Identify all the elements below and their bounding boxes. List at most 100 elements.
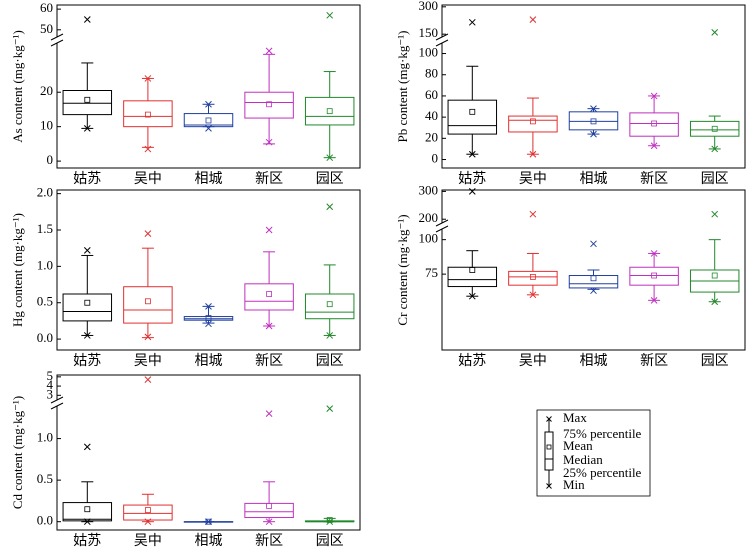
extreme-marker [265, 410, 273, 418]
extreme-marker [144, 518, 152, 526]
extreme-marker [144, 230, 152, 237]
extreme-stroke [83, 443, 91, 451]
extreme-stroke [529, 210, 537, 218]
y-tick-label: 20 [425, 129, 438, 144]
box [568, 111, 619, 131]
box [629, 266, 679, 286]
extreme-marker [650, 250, 658, 257]
extreme-marker [265, 47, 273, 55]
box [123, 286, 173, 324]
extreme-stroke [468, 18, 476, 26]
y-tick-label: 50 [40, 21, 53, 36]
x-tick-label: 姑苏 [458, 171, 486, 187]
extreme-marker [326, 154, 334, 162]
y-tick-label: 0.0 [37, 330, 53, 345]
mean-marker [590, 275, 597, 282]
mean-marker [590, 118, 597, 125]
y-tick-label: 0.5 [37, 294, 53, 309]
extreme-marker [205, 303, 212, 310]
extreme-marker [590, 105, 597, 113]
extreme-stroke [650, 92, 658, 100]
axis-break [435, 39, 449, 47]
extreme-stroke [711, 298, 719, 306]
extreme-stroke [529, 150, 537, 158]
y-tick-label: 100 [419, 45, 439, 60]
y-tick-label: 0.5 [37, 471, 53, 486]
extreme-marker [83, 16, 91, 23]
extreme-marker [326, 11, 334, 19]
x-tick-label: 吴中 [519, 171, 547, 187]
x-tick-label: 新区 [640, 171, 668, 187]
y-tick-label: 75 [425, 265, 438, 280]
x-tick-label: 新区 [255, 353, 283, 369]
y-tick-label: 5 [47, 368, 54, 383]
extreme-stroke [711, 210, 719, 218]
extreme-stroke [650, 250, 658, 257]
x-tick-label: 吴中 [134, 533, 162, 549]
extreme-stroke [590, 287, 597, 295]
axis-break [435, 33, 449, 41]
y-tick-label: 1.0 [37, 430, 53, 445]
mean-marker [530, 118, 536, 125]
axis-break-gap [52, 400, 62, 406]
extreme-marker [590, 240, 597, 248]
plot-frame [56, 189, 361, 351]
extreme-stroke [468, 150, 476, 158]
mean-marker [205, 315, 212, 321]
y-axis-label: Cr content (mg·kg⁻¹) [395, 214, 410, 325]
extreme-marker [711, 210, 719, 218]
extreme-stroke [144, 75, 152, 82]
extreme-stroke [205, 303, 212, 310]
extreme-stroke [144, 376, 152, 383]
y-tick-label: 1.0 [37, 257, 53, 272]
x-tick-label: 相城 [195, 533, 223, 549]
extreme-stroke [711, 145, 719, 153]
mean-marker [144, 111, 151, 118]
box [629, 112, 679, 137]
box [62, 90, 113, 116]
extreme-marker [326, 518, 334, 526]
extreme-marker [83, 332, 91, 339]
extreme-marker [144, 376, 152, 383]
extreme-marker [711, 28, 719, 36]
extreme-marker [205, 320, 212, 328]
mean-marker [144, 507, 151, 513]
mean-marker [711, 272, 718, 279]
extreme-stroke [83, 332, 91, 339]
x-tick-label: 吴中 [519, 353, 547, 369]
x-tick-label: 新区 [640, 353, 668, 369]
extreme-marker [529, 210, 537, 218]
extreme-marker [205, 518, 212, 526]
box [304, 96, 355, 126]
axis-break [435, 225, 449, 233]
x-tick-label: 吴中 [134, 353, 162, 369]
extreme-stroke [650, 142, 658, 150]
extreme-marker [529, 291, 537, 299]
x-tick-label: 园区 [316, 353, 344, 369]
legend-x [546, 416, 552, 422]
extreme-marker [468, 292, 476, 300]
y-tick-label: 200 [419, 210, 439, 225]
mean-marker [326, 301, 333, 308]
mean-marker [326, 517, 333, 523]
extreme-stroke [650, 296, 658, 304]
extreme-marker [83, 518, 91, 526]
extreme-marker [326, 203, 334, 211]
mean-marker [266, 502, 273, 509]
axis-break [50, 402, 64, 410]
box [62, 502, 113, 522]
legend-label: Mean [563, 438, 593, 453]
extreme-stroke [326, 405, 334, 413]
extreme-marker [468, 18, 476, 26]
extreme-marker [650, 142, 658, 150]
extreme-stroke [590, 130, 597, 138]
extreme-marker [265, 226, 273, 234]
extreme-stroke [326, 332, 334, 339]
extreme-marker [205, 125, 212, 132]
extreme-marker [205, 100, 212, 108]
axis-break [50, 396, 64, 404]
mean-marker [205, 117, 212, 124]
x-tick-label: 新区 [255, 171, 283, 187]
extreme-stroke [265, 47, 273, 55]
